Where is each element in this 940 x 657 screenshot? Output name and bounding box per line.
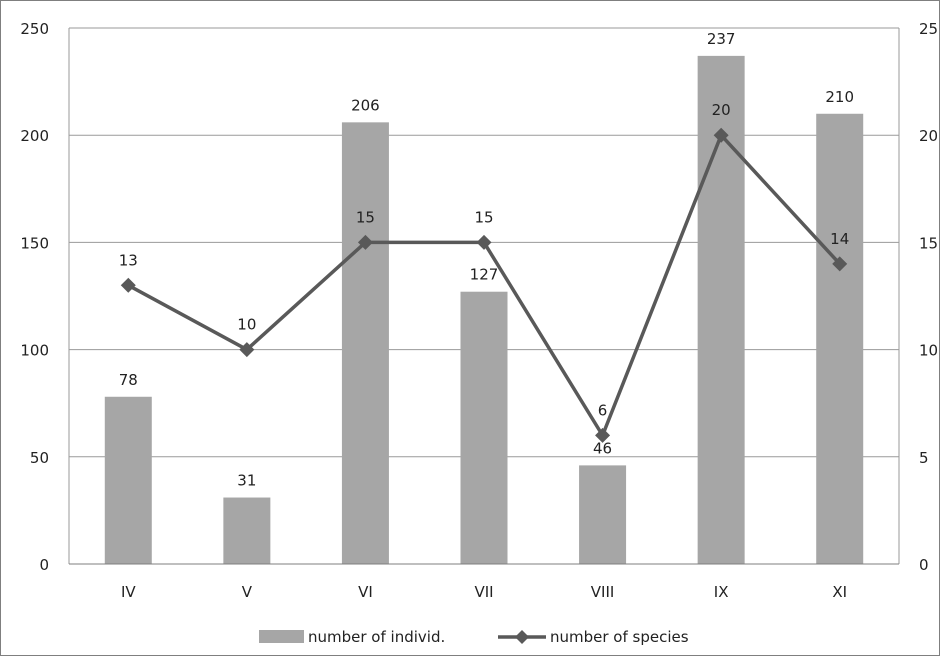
line-data-label: 10	[237, 316, 256, 334]
y-right-tick-label: 5	[919, 449, 929, 467]
y-left-tick-label: 100	[20, 342, 49, 360]
bar	[341, 122, 389, 564]
line-data-label: 15	[356, 208, 375, 226]
y-right-tick-label: 10	[919, 342, 938, 360]
diamond-marker	[476, 234, 492, 250]
legend-swatch-bars	[259, 630, 304, 643]
x-tick-label: VIII	[591, 583, 615, 601]
diamond-marker	[239, 342, 255, 358]
line-data-label: 6	[598, 401, 608, 419]
x-tick-label: VI	[358, 583, 373, 601]
line-data-label: 13	[119, 251, 138, 269]
bar-data-label: 237	[707, 30, 736, 48]
legend-diamond-icon	[515, 630, 529, 644]
bar-data-label: 210	[825, 88, 854, 106]
bar-data-label: 127	[470, 266, 499, 284]
legend: number of individ. number of species	[259, 628, 689, 646]
line-data-label: 14	[830, 230, 849, 248]
diamond-marker	[832, 256, 848, 272]
x-tick-label: IX	[714, 583, 729, 601]
x-tick-label: V	[242, 583, 253, 601]
bar	[816, 113, 864, 564]
x-tick-label: VII	[474, 583, 493, 601]
y-left-tick-label: 50	[30, 449, 49, 467]
diamond-marker	[357, 234, 373, 250]
y-right-tick-label: 25	[919, 20, 938, 38]
bar-data-label: 31	[237, 472, 256, 490]
diamond-marker	[120, 277, 136, 293]
y-right-tick-label: 0	[919, 556, 929, 574]
y-left-tick-label: 150	[20, 234, 49, 252]
y-left-tick-label: 0	[39, 556, 49, 574]
bar-data-label: 78	[119, 371, 138, 389]
y-left-tick-label: 250	[20, 20, 49, 38]
line-series	[120, 127, 848, 443]
bar-series	[104, 55, 864, 564]
line-data-label: 15	[474, 208, 493, 226]
bar	[223, 497, 271, 564]
y-right-tick-label: 20	[919, 127, 938, 145]
line-data-label: 20	[712, 101, 731, 119]
diamond-marker	[595, 427, 611, 443]
x-tick-label: IV	[121, 583, 136, 601]
axes: 0 50 100 150 200 250 0 5 10 15 20 25 IV V VI VII VIII IX X…	[20, 20, 938, 601]
y-right-tick-label: 15	[919, 234, 938, 252]
diamond-marker	[713, 127, 729, 143]
bar-data-label: 206	[351, 96, 380, 114]
bar-data-label: 46	[593, 439, 612, 457]
data-labels: 78 31 206 127 46 237 210 13 10 15 15 6 20 14	[119, 30, 854, 490]
bar	[104, 396, 152, 564]
legend-label-line: number of species	[550, 628, 689, 646]
legend-label-bars: number of individ.	[308, 628, 445, 646]
bar	[579, 465, 627, 564]
bar	[460, 291, 508, 564]
y-left-tick-label: 200	[20, 127, 49, 145]
x-tick-label: XI	[832, 583, 847, 601]
